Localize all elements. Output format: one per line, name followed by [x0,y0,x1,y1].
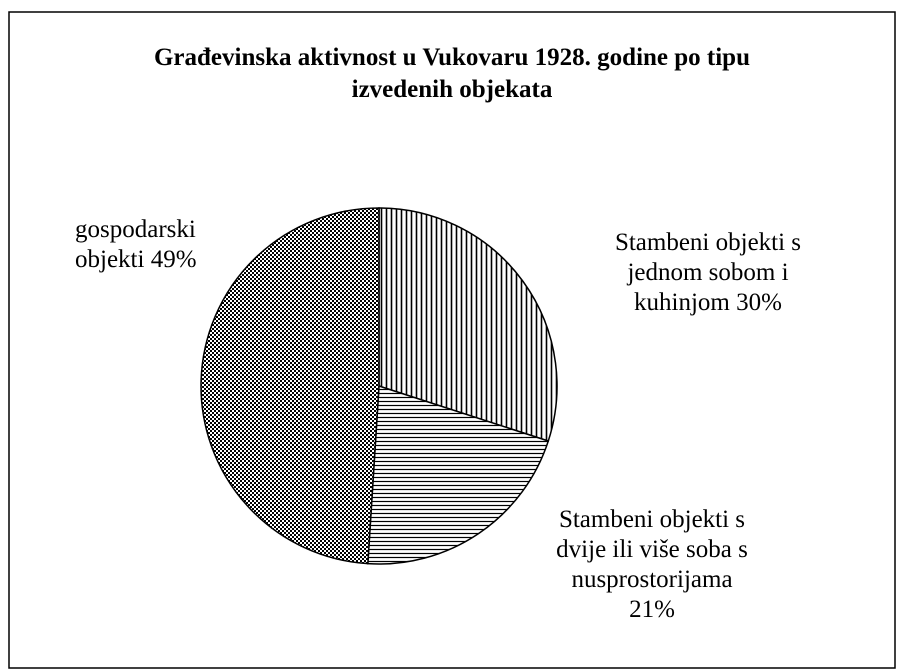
slice-label-name: Stambeni objekti s jednom sobom i kuhinj… [614,229,802,316]
pie-slice [378,207,558,442]
chart-title: Građevinska aktivnost u Vukovaru 1928. g… [153,44,750,103]
slice-label: gospodarski objekti 49% [75,215,247,275]
pie-slice [367,384,550,565]
slice-label-value: 30% [736,289,782,316]
chart-frame [8,11,896,669]
slice-label-name: Stambeni objekti s dvije ili više soba s… [556,506,748,593]
slice-label-value: 49% [150,246,197,273]
slice-label-name: gospodarski objekti [75,216,196,273]
pie-slice [200,207,380,565]
slice-label: Stambeni objekti s dvije ili više soba s… [556,505,748,625]
slice-label-value: 21% [629,596,675,623]
slice-label: Stambeni objekti s jednom sobom i kuhinj… [612,228,804,318]
